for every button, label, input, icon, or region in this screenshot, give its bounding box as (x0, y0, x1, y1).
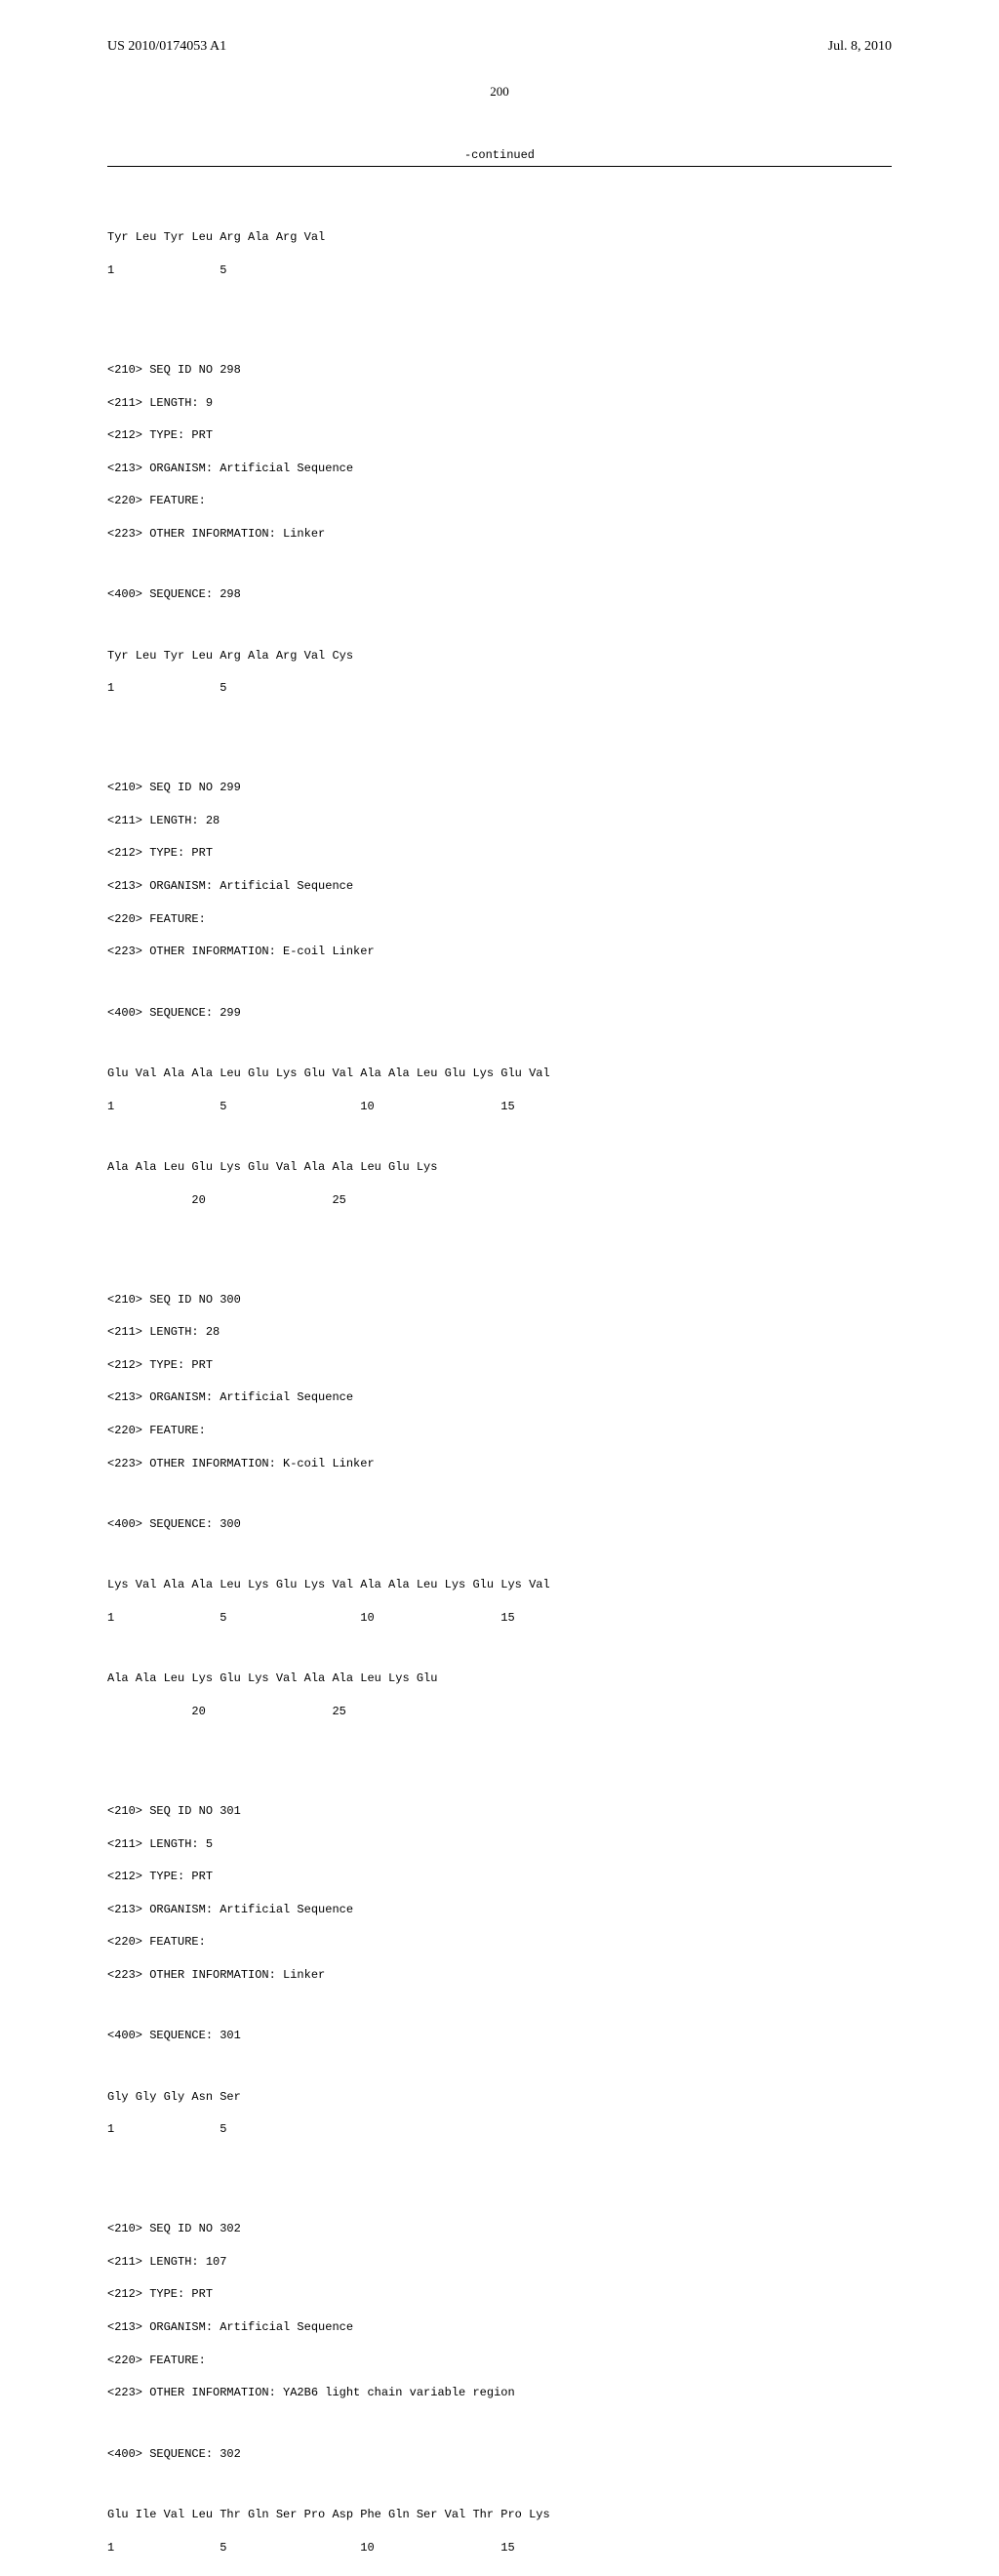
seq-header-line: <211> LENGTH: 28 (107, 813, 892, 829)
seq-header-line: <220> FEATURE: (107, 1934, 892, 1951)
seq-header-line: <223> OTHER INFORMATION: K-coil Linker (107, 1456, 892, 1472)
seq-299-block: <210> SEQ ID NO 299 <211> LENGTH: 28 <21… (107, 764, 892, 1226)
seq-header-line: <223> OTHER INFORMATION: YA2B6 light cha… (107, 2385, 892, 2401)
publication-number: US 2010/0174053 A1 (107, 39, 226, 55)
seq-residue-line: Tyr Leu Tyr Leu Arg Ala Arg Val Cys (107, 648, 892, 664)
seq-position-line: 1 5 10 15 (107, 2540, 892, 2556)
seq-header-line: <223> OTHER INFORMATION: Linker (107, 1967, 892, 1984)
seq-residue-line: Ala Ala Leu Glu Lys Glu Val Ala Ala Leu … (107, 1159, 892, 1176)
seq-residue-line: Lys Val Ala Ala Leu Lys Glu Lys Val Ala … (107, 1577, 892, 1593)
continued-section: -continued (107, 148, 892, 167)
seq-header-line: <212> TYPE: PRT (107, 1869, 892, 1885)
seq-300-block: <210> SEQ ID NO 300 <211> LENGTH: 28 <21… (107, 1275, 892, 1737)
seq-position-line: 1 5 10 15 (107, 1099, 892, 1115)
seq-header-line: <220> FEATURE: (107, 911, 892, 928)
seq-header-line: <213> ORGANISM: Artificial Sequence (107, 1902, 892, 1918)
seq-header-line: <210> SEQ ID NO 300 (107, 1292, 892, 1308)
seq-header-line: <211> LENGTH: 9 (107, 395, 892, 412)
seq-position-line: 1 5 10 15 (107, 1610, 892, 1627)
seq-label-line: <400> SEQUENCE: 301 (107, 2028, 892, 2044)
seq-label-line: <400> SEQUENCE: 302 (107, 2446, 892, 2463)
seq-position-line: 1 5 (107, 680, 892, 697)
seq-header-line: <211> LENGTH: 28 (107, 1324, 892, 1341)
seq-residue-line: Glu Val Ala Ala Leu Glu Lys Glu Val Ala … (107, 1066, 892, 1082)
seq-header-line: <212> TYPE: PRT (107, 845, 892, 862)
continued-label: -continued (107, 148, 892, 162)
page-number: 200 (107, 84, 892, 100)
seq-header-line: <213> ORGANISM: Artificial Sequence (107, 878, 892, 895)
seq-label-line: <400> SEQUENCE: 299 (107, 1005, 892, 1022)
seq-302-block: <210> SEQ ID NO 302 <211> LENGTH: 107 <2… (107, 2204, 892, 2576)
seq-header-line: <212> TYPE: PRT (107, 2286, 892, 2303)
seq-header-line: <220> FEATURE: (107, 1423, 892, 1439)
seq-header-line: <211> LENGTH: 107 (107, 2254, 892, 2271)
seq-position-line: 20 25 (107, 1704, 892, 1720)
seq-header-line: <212> TYPE: PRT (107, 1357, 892, 1374)
seq-header-line: <210> SEQ ID NO 301 (107, 1803, 892, 1820)
seq-header-line: <210> SEQ ID NO 299 (107, 780, 892, 796)
seq-header-line: <220> FEATURE: (107, 2353, 892, 2369)
seq-header-line: <213> ORGANISM: Artificial Sequence (107, 1389, 892, 1406)
seq-position-line: 1 5 (107, 262, 892, 279)
seq-298-block: <210> SEQ ID NO 298 <211> LENGTH: 9 <212… (107, 345, 892, 713)
seq-297-residues: Tyr Leu Tyr Leu Arg Ala Arg Val 1 5 (107, 214, 892, 296)
seq-header-line: <210> SEQ ID NO 302 (107, 2221, 892, 2237)
publication-date: Jul. 8, 2010 (828, 39, 892, 55)
seq-label-line: <400> SEQUENCE: 298 (107, 586, 892, 603)
seq-header-line: <211> LENGTH: 5 (107, 1836, 892, 1853)
seq-residue-line: Gly Gly Gly Asn Ser (107, 2089, 892, 2106)
seq-residue-line: Glu Ile Val Leu Thr Gln Ser Pro Asp Phe … (107, 2507, 892, 2523)
seq-residue-line: Ala Ala Leu Lys Glu Lys Val Ala Ala Leu … (107, 1670, 892, 1687)
seq-header-line: <210> SEQ ID NO 298 (107, 362, 892, 379)
seq-residue-line: Tyr Leu Tyr Leu Arg Ala Arg Val (107, 229, 892, 246)
seq-header-line: <212> TYPE: PRT (107, 427, 892, 444)
page-header: US 2010/0174053 A1 Jul. 8, 2010 (107, 39, 892, 55)
sequence-listing: Tyr Leu Tyr Leu Arg Ala Arg Val 1 5 <210… (107, 181, 892, 2576)
seq-header-line: <223> OTHER INFORMATION: E-coil Linker (107, 944, 892, 960)
seq-position-line: 1 5 (107, 2121, 892, 2138)
seq-301-block: <210> SEQ ID NO 301 <211> LENGTH: 5 <212… (107, 1787, 892, 2154)
seq-position-line: 20 25 (107, 1192, 892, 1209)
seq-header-line: <213> ORGANISM: Artificial Sequence (107, 2319, 892, 2336)
seq-header-line: <223> OTHER INFORMATION: Linker (107, 526, 892, 543)
divider (107, 166, 892, 167)
seq-header-line: <220> FEATURE: (107, 493, 892, 509)
seq-header-line: <213> ORGANISM: Artificial Sequence (107, 461, 892, 477)
seq-label-line: <400> SEQUENCE: 300 (107, 1516, 892, 1533)
